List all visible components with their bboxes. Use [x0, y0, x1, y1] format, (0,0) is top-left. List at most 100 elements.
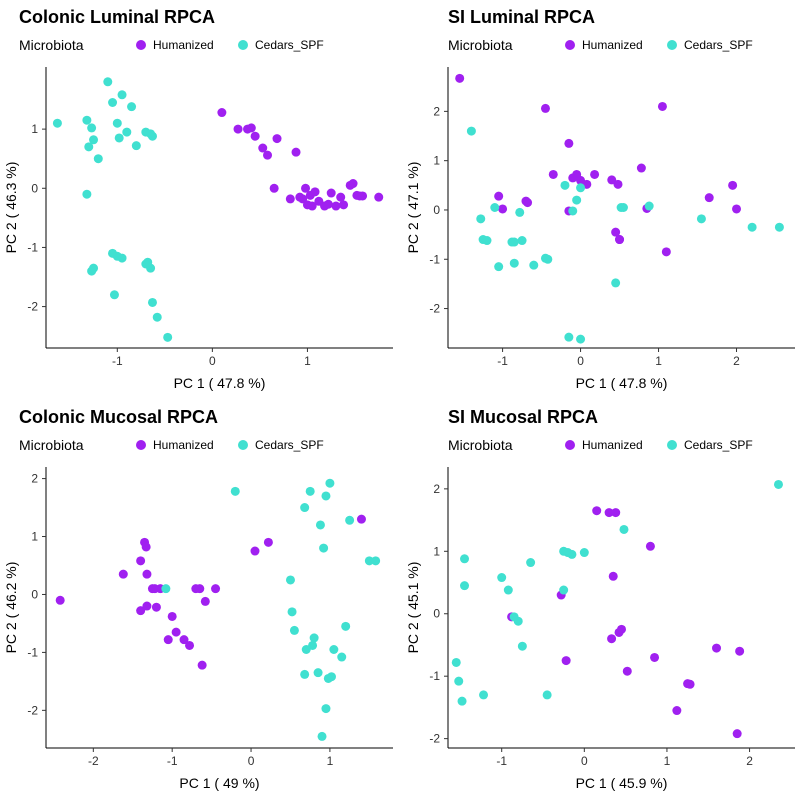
point-cedars-spf: [317, 731, 327, 741]
y-tick-label: -1: [27, 240, 38, 254]
point-cedars-spf: [490, 203, 500, 212]
point-humanized: [263, 537, 273, 547]
panel-colonic-mucosal: Colonic Mucosal RPCA Microbiota Humanized C…: [3, 407, 393, 791]
legend-label: Cedars_SPF: [255, 38, 324, 52]
point-cedars-spf: [114, 133, 124, 143]
point-humanized: [650, 652, 660, 662]
point-cedars-spf: [329, 645, 339, 655]
x-axis-title: PC 1 ( 49 %): [179, 775, 259, 791]
point-humanized: [301, 183, 311, 193]
point-cedars-spf: [163, 332, 173, 342]
point-humanized: [211, 584, 221, 594]
x-axis-title: PC 1 ( 45.9 %): [576, 775, 668, 791]
y-tick-label: -2: [27, 300, 38, 314]
point-humanized: [622, 666, 632, 676]
chart-title: SI Mucosal RPCA: [448, 407, 598, 427]
point-humanized: [374, 192, 384, 202]
point-humanized: [564, 138, 574, 148]
point-humanized: [285, 194, 295, 204]
point-cedars-spf: [52, 118, 62, 128]
point-cedars-spf: [315, 520, 325, 530]
panel-si-luminal: SI Luminal RPCA Microbiota Humanized Cedars…: [405, 7, 795, 391]
y-axis-title: PC 2 ( 47.1 %): [405, 162, 421, 254]
point-humanized: [195, 584, 205, 594]
point-humanized: [331, 201, 341, 211]
point-humanized: [291, 147, 301, 157]
x-axis-title: PC 1 ( 47.8 %): [174, 375, 266, 391]
point-cedars-spf: [572, 195, 582, 205]
legend-title: Microbiota: [19, 37, 84, 53]
point-cedars-spf: [479, 690, 489, 700]
point-humanized: [200, 596, 210, 606]
point-humanized: [258, 143, 268, 153]
point-cedars-spf: [576, 334, 586, 344]
point-cedars-spf: [230, 486, 240, 496]
point-humanized: [498, 204, 508, 214]
point-cedars-spf: [93, 154, 103, 164]
point-cedars-spf: [451, 657, 461, 667]
point-cedars-spf: [89, 263, 99, 273]
y-tick-label: 1: [31, 530, 38, 544]
point-cedars-spf: [579, 548, 589, 558]
y-tick-label: -2: [429, 732, 440, 746]
y-axis-title: PC 2 ( 46.2 %): [3, 562, 19, 654]
point-cedars-spf: [117, 90, 127, 100]
point-cedars-spf: [319, 543, 329, 553]
point-cedars-spf: [300, 503, 310, 513]
point-humanized: [323, 199, 333, 209]
point-cedars-spf: [103, 77, 113, 87]
y-tick-label: 2: [433, 104, 440, 118]
point-humanized: [611, 227, 621, 237]
y-axis-title: PC 2 ( 45.1 %): [405, 562, 421, 654]
point-humanized: [136, 556, 146, 566]
point-humanized: [356, 514, 366, 524]
legend-key-cedars-spf: [667, 40, 677, 50]
y-tick-label: -1: [429, 669, 440, 683]
point-cedars-spf: [515, 207, 525, 217]
point-cedars-spf: [644, 201, 654, 211]
point-humanized: [233, 124, 243, 134]
point-humanized: [339, 200, 349, 210]
point-cedars-spf: [84, 142, 94, 152]
point-cedars-spf: [559, 585, 569, 595]
y-tick-label: 2: [433, 482, 440, 496]
point-humanized: [358, 191, 368, 201]
point-humanized: [336, 192, 346, 202]
point-cedars-spf: [482, 236, 492, 246]
point-humanized: [263, 150, 273, 160]
point-humanized: [455, 73, 465, 83]
x-tick-label: 0: [248, 754, 255, 768]
point-cedars-spf: [560, 180, 570, 190]
point-cedars-spf: [87, 123, 97, 133]
point-humanized: [55, 595, 65, 605]
x-tick-label: 1: [327, 754, 334, 768]
point-humanized: [661, 247, 671, 257]
point-cedars-spf: [564, 332, 574, 342]
y-tick-label: 1: [433, 544, 440, 558]
point-cedars-spf: [112, 118, 122, 128]
x-tick-label: 1: [304, 354, 311, 368]
point-humanized: [185, 640, 195, 650]
point-cedars-spf: [108, 97, 118, 107]
x-tick-label: 2: [746, 754, 753, 768]
point-cedars-spf: [122, 127, 132, 137]
point-cedars-spf: [526, 558, 536, 568]
chart-title: Colonic Luminal RPCA: [19, 7, 215, 27]
legend-key-cedars-spf: [667, 440, 677, 450]
point-cedars-spf: [147, 297, 157, 307]
y-tick-label: -1: [429, 252, 440, 266]
point-cedars-spf: [161, 584, 171, 594]
point-humanized: [151, 602, 161, 612]
point-humanized: [704, 193, 714, 203]
point-humanized: [326, 188, 336, 198]
point-cedars-spf: [509, 258, 519, 268]
legend-label: Cedars_SPF: [255, 438, 324, 452]
point-cedars-spf: [568, 206, 578, 216]
point-humanized: [604, 508, 614, 518]
point-humanized: [179, 635, 189, 645]
chart-title: SI Luminal RPCA: [448, 7, 595, 27]
legend-label: Humanized: [582, 438, 643, 452]
point-cedars-spf: [513, 616, 523, 626]
point-cedars-spf: [147, 131, 157, 141]
